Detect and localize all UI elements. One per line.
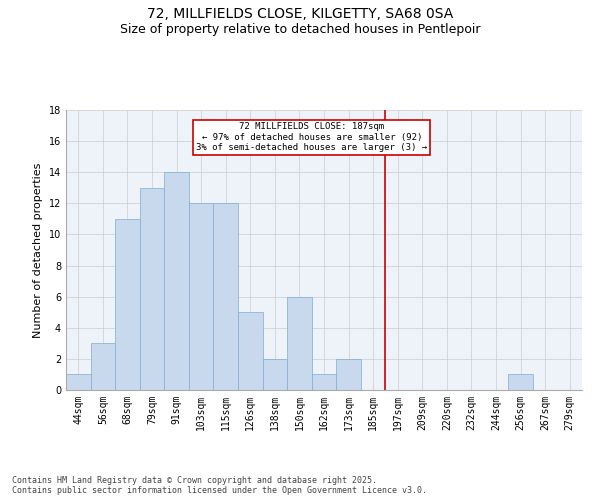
Bar [91, 344, 115, 390]
Bar [164, 172, 189, 390]
Text: Contains HM Land Registry data © Crown copyright and database right 2025.
Contai: Contains HM Land Registry data © Crown c… [12, 476, 427, 495]
Bar [336, 359, 361, 390]
Bar [508, 374, 533, 390]
Bar [115, 219, 140, 390]
Text: Size of property relative to detached houses in Pentlepoir: Size of property relative to detached ho… [120, 22, 480, 36]
Text: 72 MILLFIELDS CLOSE: 187sqm
← 97% of detached houses are smaller (92)
3% of semi: 72 MILLFIELDS CLOSE: 187sqm ← 97% of det… [196, 122, 427, 152]
Bar [66, 374, 91, 390]
Bar [214, 204, 238, 390]
Bar [287, 296, 312, 390]
Bar [140, 188, 164, 390]
Bar [189, 204, 214, 390]
Text: 72, MILLFIELDS CLOSE, KILGETTY, SA68 0SA: 72, MILLFIELDS CLOSE, KILGETTY, SA68 0SA [147, 8, 453, 22]
Bar [238, 312, 263, 390]
Y-axis label: Number of detached properties: Number of detached properties [33, 162, 43, 338]
Bar [263, 359, 287, 390]
Bar [312, 374, 336, 390]
